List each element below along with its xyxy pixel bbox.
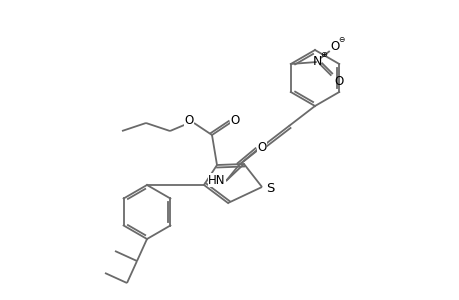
- Text: S: S: [265, 182, 274, 196]
- Text: O: O: [257, 140, 266, 154]
- Text: O: O: [184, 113, 193, 127]
- Text: O: O: [230, 113, 239, 127]
- Text: HN: HN: [208, 173, 225, 187]
- Text: O: O: [333, 74, 342, 88]
- Text: ⊕: ⊕: [319, 50, 326, 58]
- Text: O: O: [330, 40, 339, 52]
- Text: ⊖: ⊖: [338, 34, 344, 43]
- Text: N: N: [313, 55, 322, 68]
